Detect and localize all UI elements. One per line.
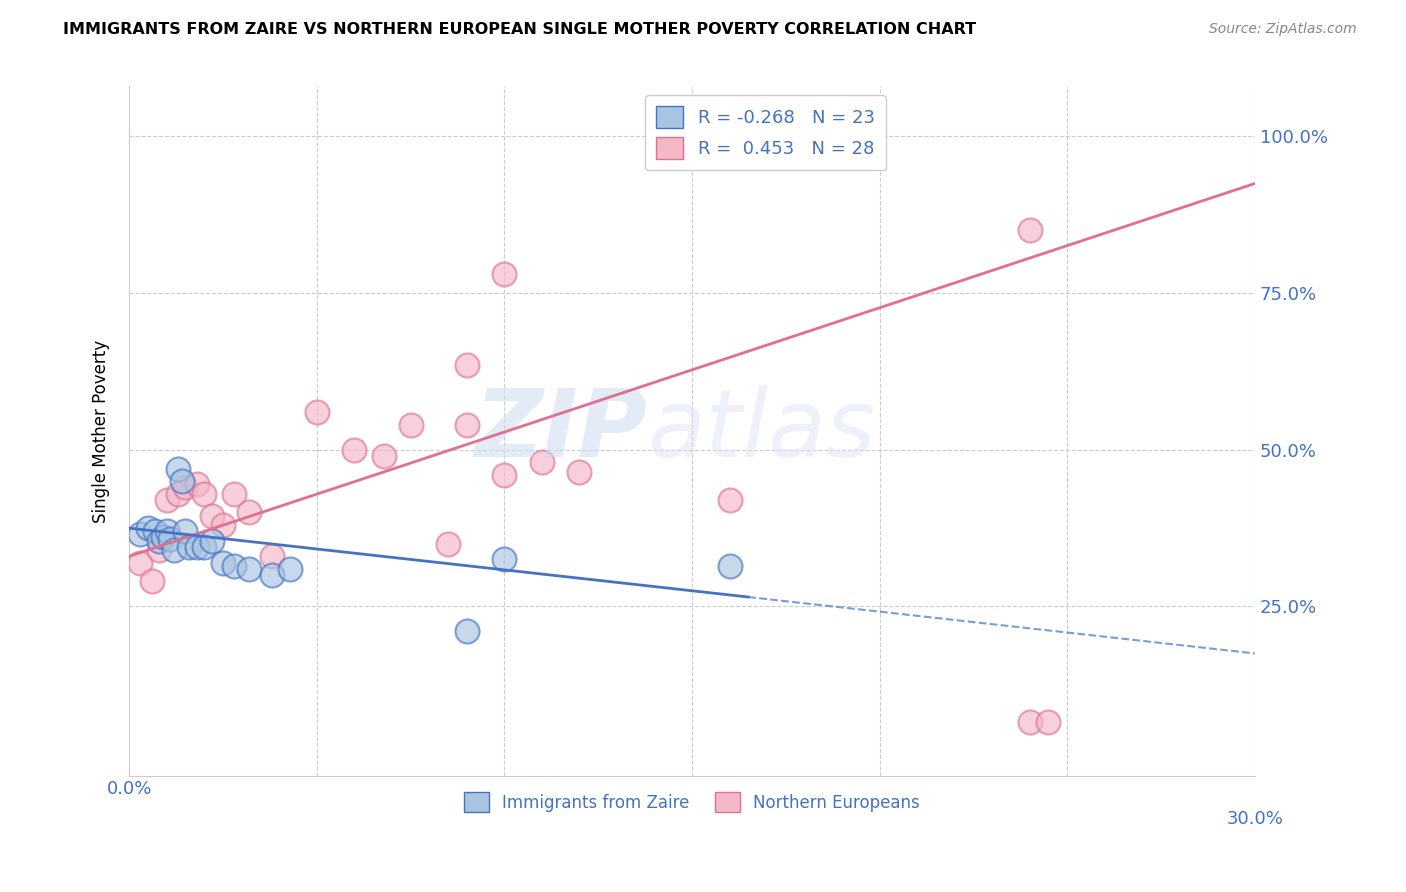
Point <box>170 474 193 488</box>
Point <box>568 465 591 479</box>
Y-axis label: Single Mother Poverty: Single Mother Poverty <box>93 340 110 523</box>
Point <box>494 467 516 482</box>
Point <box>148 543 170 558</box>
Point <box>494 552 516 566</box>
Point <box>260 568 283 582</box>
Point <box>456 358 478 372</box>
Point <box>174 524 197 539</box>
Point <box>163 543 186 558</box>
Point <box>1018 715 1040 730</box>
Point <box>148 533 170 548</box>
Point <box>201 508 224 523</box>
Text: atlas: atlas <box>647 385 875 476</box>
Point <box>437 537 460 551</box>
Point <box>129 556 152 570</box>
Point <box>718 492 741 507</box>
Point <box>179 540 201 554</box>
Point <box>494 268 516 282</box>
Point <box>167 486 190 500</box>
Point <box>141 574 163 589</box>
Point <box>212 518 235 533</box>
Point <box>129 527 152 541</box>
Point <box>1018 223 1040 237</box>
Point <box>201 533 224 548</box>
Point <box>280 562 302 576</box>
Point <box>718 558 741 573</box>
Point <box>143 524 166 539</box>
Text: 30.0%: 30.0% <box>1226 810 1284 828</box>
Legend: Immigrants from Zaire, Northern Europeans: Immigrants from Zaire, Northern European… <box>457 785 927 819</box>
Point <box>193 540 215 554</box>
Point <box>456 624 478 639</box>
Text: IMMIGRANTS FROM ZAIRE VS NORTHERN EUROPEAN SINGLE MOTHER POVERTY CORRELATION CHA: IMMIGRANTS FROM ZAIRE VS NORTHERN EUROPE… <box>63 22 976 37</box>
Point <box>238 562 260 576</box>
Point <box>186 540 208 554</box>
Point <box>212 556 235 570</box>
Point <box>260 549 283 564</box>
Point <box>174 480 197 494</box>
Point <box>155 492 177 507</box>
Point <box>193 486 215 500</box>
Point <box>224 558 246 573</box>
Point <box>159 532 181 546</box>
Point <box>167 461 190 475</box>
Point <box>136 521 159 535</box>
Point <box>305 405 328 419</box>
Point <box>152 531 174 545</box>
Point <box>155 524 177 539</box>
Point <box>373 449 395 463</box>
Point <box>399 417 422 432</box>
Point <box>1038 715 1060 730</box>
Text: ZIP: ZIP <box>474 385 647 477</box>
Point <box>343 442 366 457</box>
Point <box>238 505 260 519</box>
Point <box>530 455 553 469</box>
Text: Source: ZipAtlas.com: Source: ZipAtlas.com <box>1209 22 1357 37</box>
Point <box>456 417 478 432</box>
Point <box>224 486 246 500</box>
Point <box>186 477 208 491</box>
